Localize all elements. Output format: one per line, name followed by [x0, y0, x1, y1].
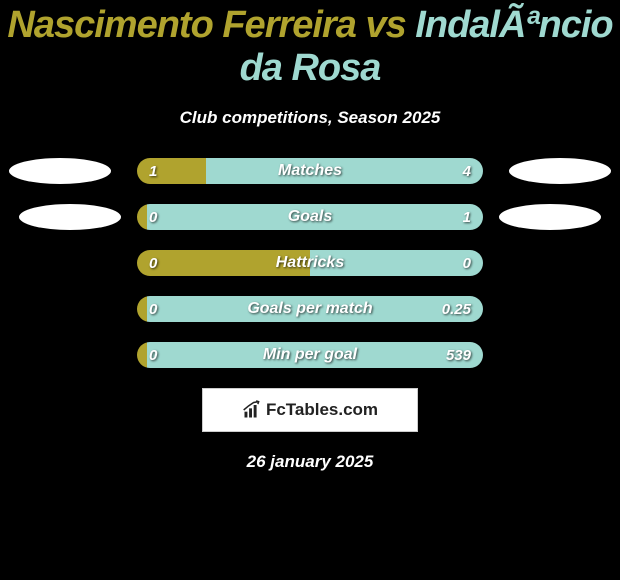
stat-bar: Hattricks00 [137, 250, 483, 276]
stat-value-right: 1 [463, 204, 471, 230]
player2-oval [509, 158, 611, 184]
stat-value-left: 0 [149, 250, 157, 276]
fctables-logo[interactable]: FcTables.com [202, 388, 418, 432]
bar-segment-right [147, 296, 483, 322]
stat-value-right: 539 [446, 342, 471, 368]
stat-bar: Goals per match00.25 [137, 296, 483, 322]
logo-text: FcTables.com [266, 400, 378, 420]
bar-segment-right [310, 250, 483, 276]
comparison-title: Nascimento Ferreira vs IndalÃªncio da Ro… [0, 0, 620, 90]
bar-segment-left [137, 250, 310, 276]
bar-segment-right [147, 342, 483, 368]
stat-row: Hattricks00 [0, 250, 620, 276]
stat-value-right: 0 [463, 250, 471, 276]
bar-segment-left [137, 342, 147, 368]
bar-segment-left [137, 204, 147, 230]
bar-segment-left [137, 158, 206, 184]
player1-oval [19, 204, 121, 230]
bar-segment-right [206, 158, 483, 184]
stat-value-left: 0 [149, 204, 157, 230]
player1-oval [9, 158, 111, 184]
stat-value-left: 0 [149, 342, 157, 368]
subtitle: Club competitions, Season 2025 [0, 108, 620, 128]
logo-inner: FcTables.com [242, 400, 378, 420]
player1-name: Nascimento Ferreira [7, 4, 356, 46]
vs-text: vs [365, 4, 405, 46]
stat-value-left: 1 [149, 158, 157, 184]
player2-oval [499, 204, 601, 230]
stat-row: Goals01 [0, 204, 620, 230]
stat-row: Goals per match00.25 [0, 296, 620, 322]
bar-segment-left [137, 296, 147, 322]
bar-chart-icon [242, 400, 262, 420]
stat-value-right: 4 [463, 158, 471, 184]
stat-bar: Matches14 [137, 158, 483, 184]
stat-bar: Goals01 [137, 204, 483, 230]
bar-segment-right [147, 204, 483, 230]
stat-bar: Min per goal0539 [137, 342, 483, 368]
stat-value-right: 0.25 [442, 296, 471, 322]
stat-value-left: 0 [149, 296, 157, 322]
stats-container: Matches14Goals01Hattricks00Goals per mat… [0, 158, 620, 368]
stat-row: Matches14 [0, 158, 620, 184]
stat-row: Min per goal0539 [0, 342, 620, 368]
date-text: 26 january 2025 [0, 452, 620, 472]
